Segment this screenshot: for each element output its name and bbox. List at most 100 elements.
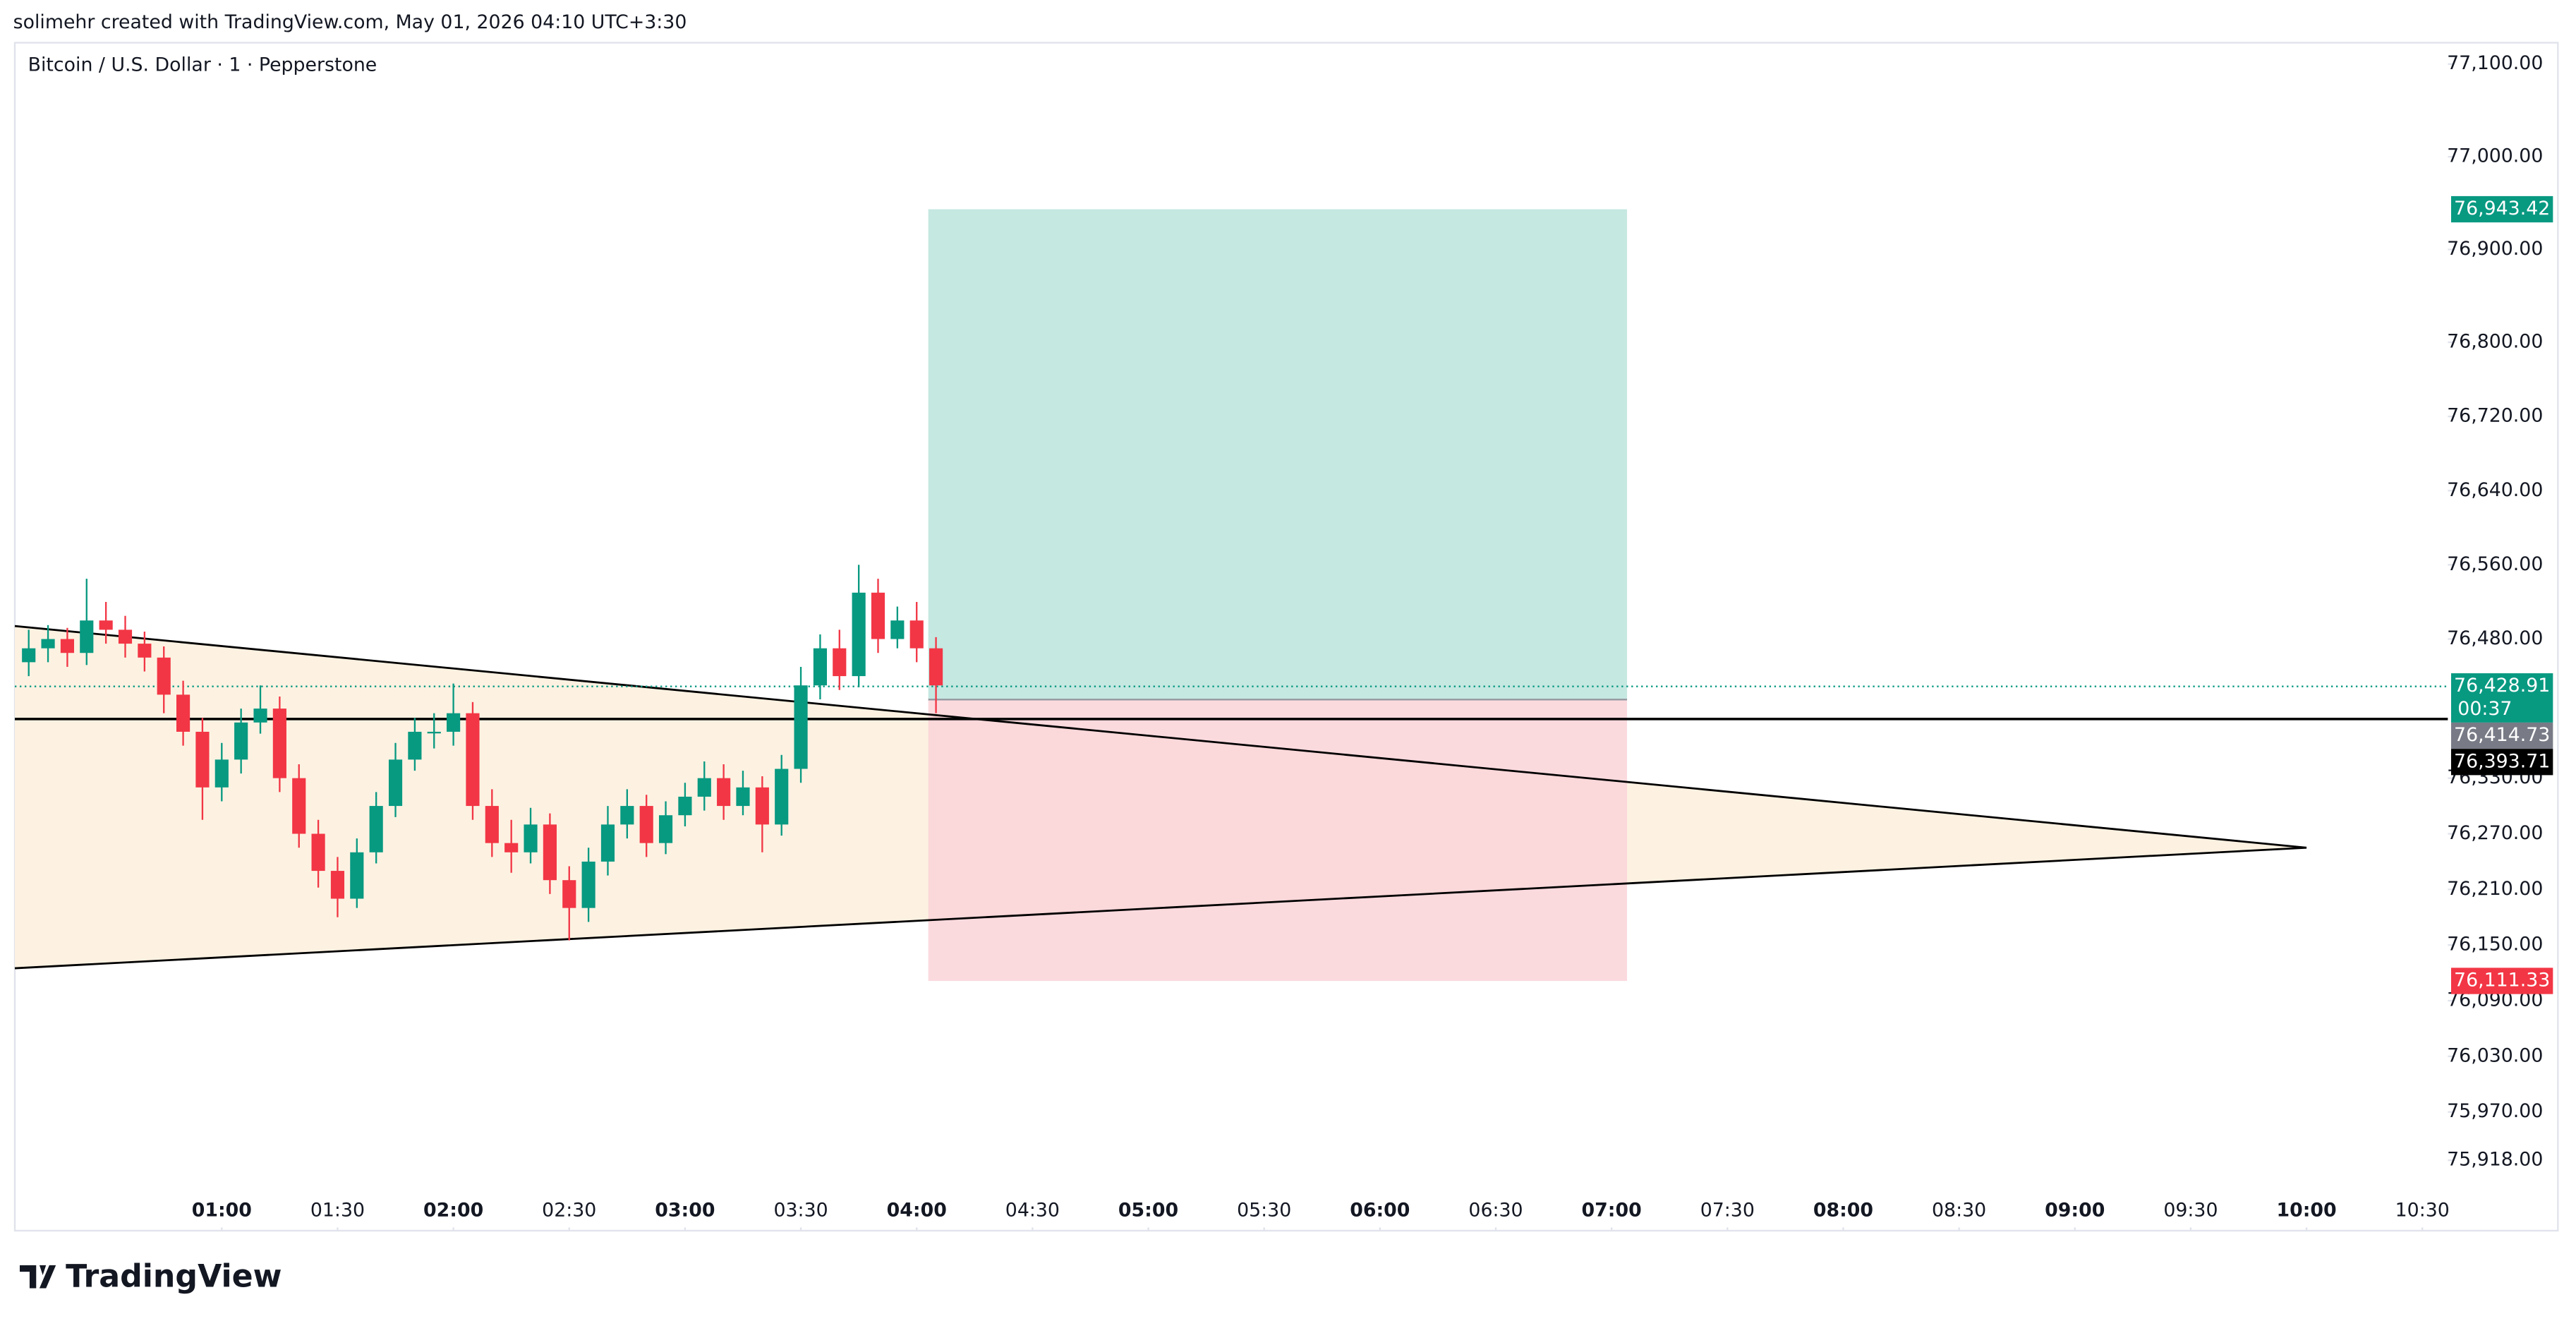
candle-body [794,685,808,769]
candle-body [485,806,499,843]
candle-body [369,806,383,852]
x-tick-label: 02:30 [542,1200,596,1222]
price-label-box [2450,968,2553,994]
candle-body [99,620,113,630]
price-label: 76,414.73 [2454,724,2550,746]
candle-body [833,648,847,677]
candle-body [717,778,731,807]
candle-body [272,709,286,778]
x-tick-label: 05:30 [1237,1200,1291,1222]
y-tick-label: 76,720.00 [2447,405,2543,427]
candle-body [388,759,403,807]
y-tick-label: 76,560.00 [2447,553,2543,575]
price-label: 76,943.42 [2454,198,2550,219]
x-tick-label: 05:00 [1118,1200,1178,1222]
candle-body [871,592,885,639]
header: solimehr created with TradingView.com, M… [13,11,687,33]
x-tick-label: 08:30 [1932,1200,1986,1222]
candle-body [600,824,615,862]
candle-body [658,815,673,843]
x-tick-label: 01:30 [310,1200,365,1222]
candle-body [214,759,229,788]
candle-body [234,722,248,760]
candle-body [330,871,345,899]
x-tick-label: 09:00 [2045,1200,2105,1222]
price-label-box [2450,722,2553,749]
candle-body [813,648,828,686]
candle-body [427,731,441,734]
y-tick-label: 76,640.00 [2447,479,2543,501]
y-tick-label: 75,970.00 [2447,1100,2543,1122]
candle-body [60,639,75,653]
price-label: 76,393.71 [2454,750,2550,772]
candle-body [447,713,461,732]
logo: TradingView [19,1258,282,1294]
y-tick-label: 77,100.00 [2447,52,2543,74]
candle-body [890,620,905,639]
x-tick-label: 03:30 [773,1200,828,1222]
y-tick-label: 76,030.00 [2447,1044,2543,1066]
y-tick-label: 76,210.00 [2447,878,2543,900]
price-label-box [2450,749,2553,776]
candle-body [524,824,538,852]
candle-body [852,592,866,677]
x-tick-label: 09:30 [2163,1200,2218,1222]
y-tick-label: 75,918.00 [2447,1149,2543,1171]
candle-body [639,806,653,843]
candle-body [775,769,789,825]
x-tick-label: 10:00 [2276,1200,2336,1222]
candle-body [311,833,325,872]
candle-body [80,620,94,653]
x-tick-label: 07:30 [1700,1200,1755,1222]
price-label-box [2450,673,2553,723]
y-tick-label: 76,270.00 [2447,822,2543,844]
y-tick-label: 76,800.00 [2447,331,2543,353]
candle-body [929,648,943,686]
candle-body [118,629,133,644]
y-tick-label: 76,150.00 [2447,934,2543,956]
x-tick-label: 04:00 [887,1200,947,1222]
loss-zone [928,699,1628,982]
candle-body [504,843,519,852]
x-tick-label: 10:30 [2395,1200,2450,1222]
profit-zone [928,209,1628,700]
price-label: 76,111.33 [2454,970,2550,992]
triangle-upper-edge [14,625,2307,849]
price-label-box [2450,195,2553,223]
y-tick-label: 76,900.00 [2447,238,2543,260]
x-tick-label: 01:00 [192,1200,252,1222]
candle-body [562,880,576,908]
x-tick-label: 03:00 [655,1200,715,1222]
candle-body [620,806,634,825]
candle-body [41,639,55,649]
logo-mark [19,1265,56,1289]
x-tick-label: 08:00 [1813,1200,1873,1222]
candle-body [157,657,171,695]
logo-text: TradingView [66,1258,282,1294]
triangle-lower-edge [14,846,2307,970]
x-tick-label: 06:00 [1350,1200,1410,1222]
candle-body [138,644,152,658]
candle-body [466,713,480,807]
x-tick-label: 07:00 [1582,1200,1642,1222]
price-label: 76,428.91 [2454,675,2550,697]
candle-body [755,787,769,825]
candle-body [909,620,924,649]
candle-body [195,731,210,788]
y-tick-label: 76,480.00 [2447,627,2543,649]
candle-body [408,731,422,760]
candle-body [22,648,36,663]
candle-body [581,861,595,908]
symbol-title: Bitcoin / U.S. Dollar · 1 · Pepperstone [28,54,377,76]
candle-body [253,709,267,723]
plot: 01:00 01:30 02:00 02:30 03:00 03:30 04:00 04:30… [14,52,2553,1231]
x-tick-label: 02:00 [423,1200,483,1222]
x-tick-label: 06:30 [1468,1200,1523,1222]
candle-body [292,778,306,834]
countdown: 00:37 [2457,698,2512,720]
candle-body [678,796,692,816]
candle-body [736,787,750,807]
candle-body [350,852,364,899]
candle-body [697,778,711,797]
